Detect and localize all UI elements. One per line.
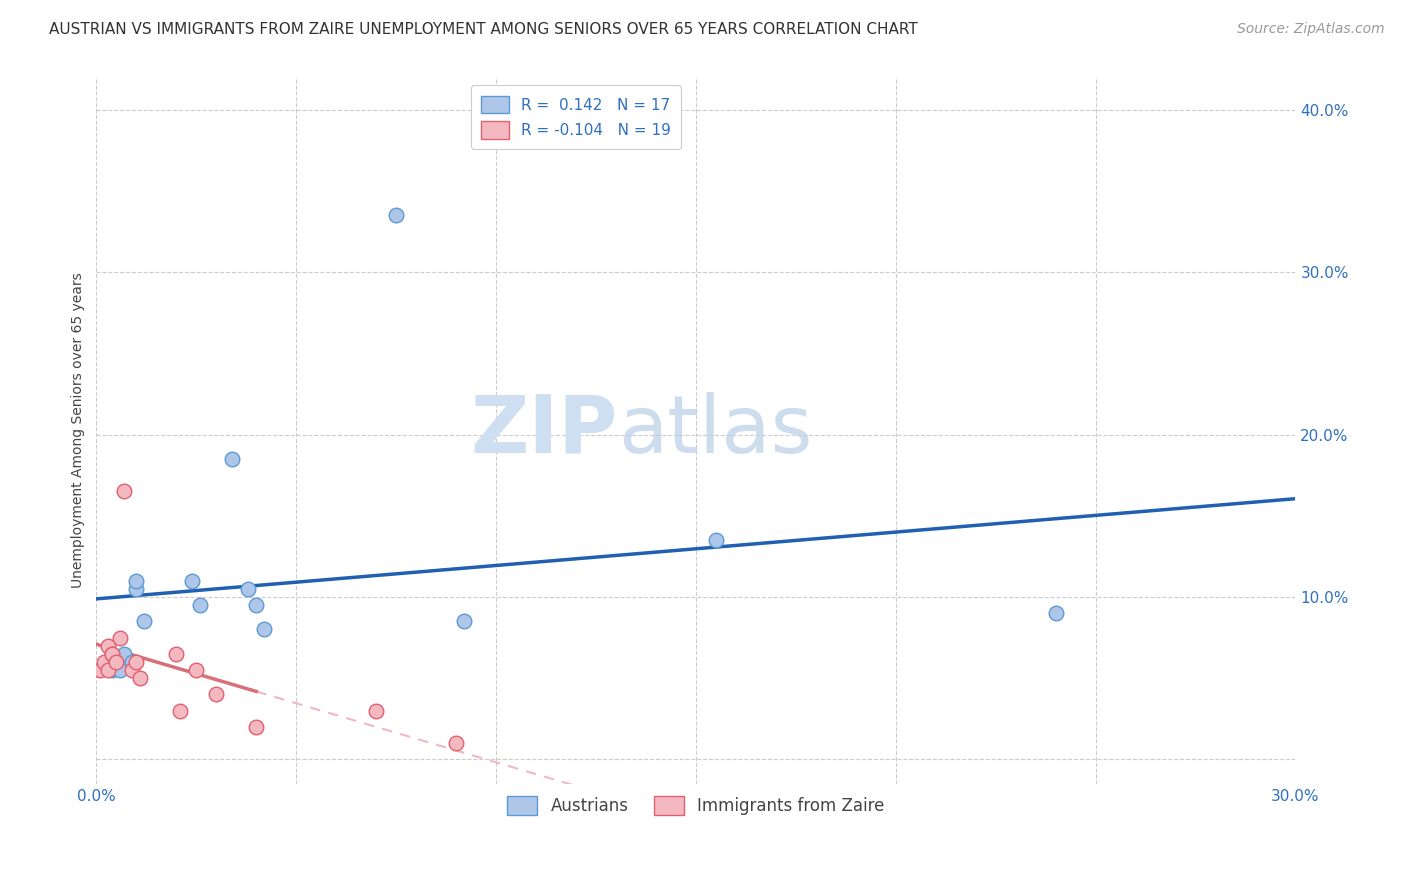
Point	[105, 655, 128, 669]
Point	[112, 647, 135, 661]
Point	[110, 631, 132, 645]
Point	[125, 574, 148, 588]
Text: Source: ZipAtlas.com: Source: ZipAtlas.com	[1237, 22, 1385, 37]
Point	[186, 663, 208, 677]
Point	[253, 623, 276, 637]
Y-axis label: Unemployment Among Seniors over 65 years: Unemployment Among Seniors over 65 years	[72, 273, 86, 589]
Text: AUSTRIAN VS IMMIGRANTS FROM ZAIRE UNEMPLOYMENT AMONG SENIORS OVER 65 YEARS CORRE: AUSTRIAN VS IMMIGRANTS FROM ZAIRE UNEMPL…	[49, 22, 918, 37]
Point	[181, 574, 204, 588]
Point	[704, 533, 727, 548]
Point	[453, 615, 475, 629]
Point	[165, 647, 187, 661]
Point	[169, 704, 191, 718]
Point	[121, 663, 143, 677]
Point	[366, 704, 388, 718]
Text: ZIP: ZIP	[471, 392, 619, 469]
Point	[125, 582, 148, 596]
Point	[101, 663, 124, 677]
Text: atlas: atlas	[619, 392, 813, 469]
Point	[134, 615, 156, 629]
Point	[1045, 606, 1067, 620]
Point	[125, 655, 148, 669]
Point	[112, 484, 135, 499]
Point	[238, 582, 260, 596]
Point	[205, 688, 228, 702]
Point	[93, 655, 115, 669]
Point	[444, 736, 467, 750]
Point	[97, 663, 120, 677]
Point	[245, 720, 267, 734]
Point	[101, 647, 124, 661]
Point	[110, 663, 132, 677]
Point	[101, 647, 124, 661]
Point	[97, 639, 120, 653]
Point	[385, 209, 408, 223]
Legend: Austrians, Immigrants from Zaire: Austrians, Immigrants from Zaire	[498, 786, 894, 825]
Point	[89, 663, 111, 677]
Point	[121, 655, 143, 669]
Point	[221, 452, 243, 467]
Point	[129, 671, 152, 685]
Point	[245, 598, 267, 612]
Point	[188, 598, 211, 612]
